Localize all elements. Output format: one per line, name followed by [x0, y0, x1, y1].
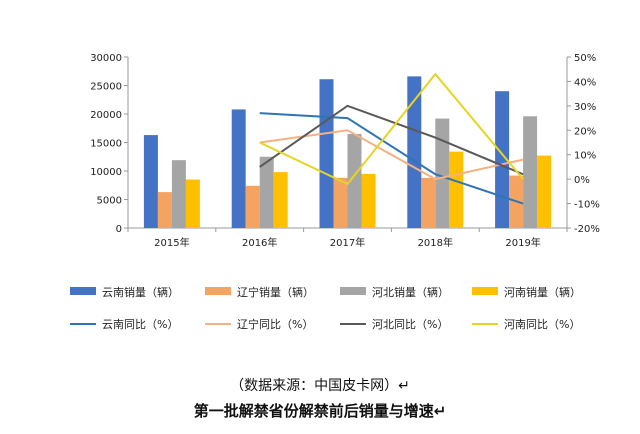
y-right-tick-label: 20%	[574, 126, 596, 137]
data-source-note: （数据来源：中国皮卡网）↵	[230, 378, 410, 394]
y-right-tick-label: 40%	[574, 77, 596, 88]
legend-bar-swatch	[472, 287, 498, 295]
line-series-0	[259, 112, 524, 205]
bar-3-2	[361, 173, 376, 228]
bar-3-1	[273, 172, 288, 228]
bar-0-1	[231, 109, 246, 228]
y-right-tick-label: 50%	[574, 53, 596, 64]
legend-bar-label: 云南销量（辆）	[102, 285, 179, 299]
x-category-label: 2016年	[242, 236, 277, 249]
bar-1-1	[245, 185, 260, 228]
bar-1-0	[157, 192, 172, 228]
y-right-tick-label: 30%	[574, 102, 596, 113]
combo-chart: 0 5000 10000 15000 20000 25000 30000 -20% -10% 0%…	[70, 53, 600, 331]
bar-2-2	[347, 133, 362, 228]
bar-0-3	[407, 76, 422, 228]
bar-1-3	[421, 177, 436, 228]
chart-axes: 0 5000 10000 15000 20000 25000 30000 -20% -10% 0%…	[90, 53, 600, 249]
bar-3-3	[449, 151, 464, 228]
figure-caption: 第一批解禁省份解禁前后销量与增速↵	[193, 402, 447, 420]
bar-2-0	[171, 160, 186, 228]
chart-legend: 云南销量（辆） 辽宁销量（辆） 河北销量（辆） 河南销量（辆） 云南同比（%） 辽宁同比（…	[70, 285, 581, 331]
y-left-tick-label: 30000	[90, 53, 122, 64]
legend-bar-label: 河南销量（辆）	[504, 285, 581, 299]
line-series-1	[259, 129, 524, 181]
line-layer	[259, 72, 524, 205]
x-category-label: 2015年	[154, 236, 189, 249]
x-category-label: 2017年	[330, 236, 365, 249]
y-left-tick-label: 10000	[90, 167, 122, 178]
legend-bar-label: 河北销量（辆）	[372, 285, 449, 299]
y-right-tick-label: 10%	[574, 151, 596, 162]
y-left-tick-label: 20000	[90, 110, 122, 121]
legend-line-label: 辽宁同比（%）	[237, 317, 313, 331]
bar-0-4	[495, 91, 510, 228]
y-left-tick-label: 5000	[97, 196, 122, 207]
x-category-label: 2019年	[505, 236, 540, 249]
y-right-tick-label: -10%	[574, 200, 600, 211]
line-series-2	[259, 104, 524, 176]
bar-0-2	[319, 79, 334, 228]
bar-3-4	[537, 155, 552, 228]
y-left-tick-label: 15000	[90, 139, 122, 150]
legend-line-label: 河北同比（%）	[372, 318, 448, 331]
bar-layer	[143, 76, 552, 228]
bar-3-0	[185, 179, 200, 228]
line-series-3	[259, 72, 524, 186]
y-right-tick-label: -20%	[574, 224, 600, 235]
legend-bar-swatch	[70, 287, 96, 295]
y-left-tick-label: 0	[116, 224, 122, 235]
bar-1-2	[333, 177, 348, 228]
y-right-tick-label: 0%	[574, 175, 590, 186]
legend-line-label: 云南同比（%）	[102, 318, 178, 331]
bar-2-4	[523, 116, 538, 228]
y-left-tick-label: 25000	[90, 82, 122, 93]
legend-line-label: 河南同比（%）	[504, 318, 580, 331]
bar-0-0	[143, 135, 158, 228]
legend-bar-swatch	[340, 287, 366, 295]
bar-2-3	[435, 118, 450, 228]
bar-2-1	[259, 156, 274, 228]
x-category-label: 2018年	[418, 236, 453, 249]
legend-bar-swatch	[205, 287, 231, 295]
legend-bar-label: 辽宁销量（辆）	[237, 285, 314, 299]
